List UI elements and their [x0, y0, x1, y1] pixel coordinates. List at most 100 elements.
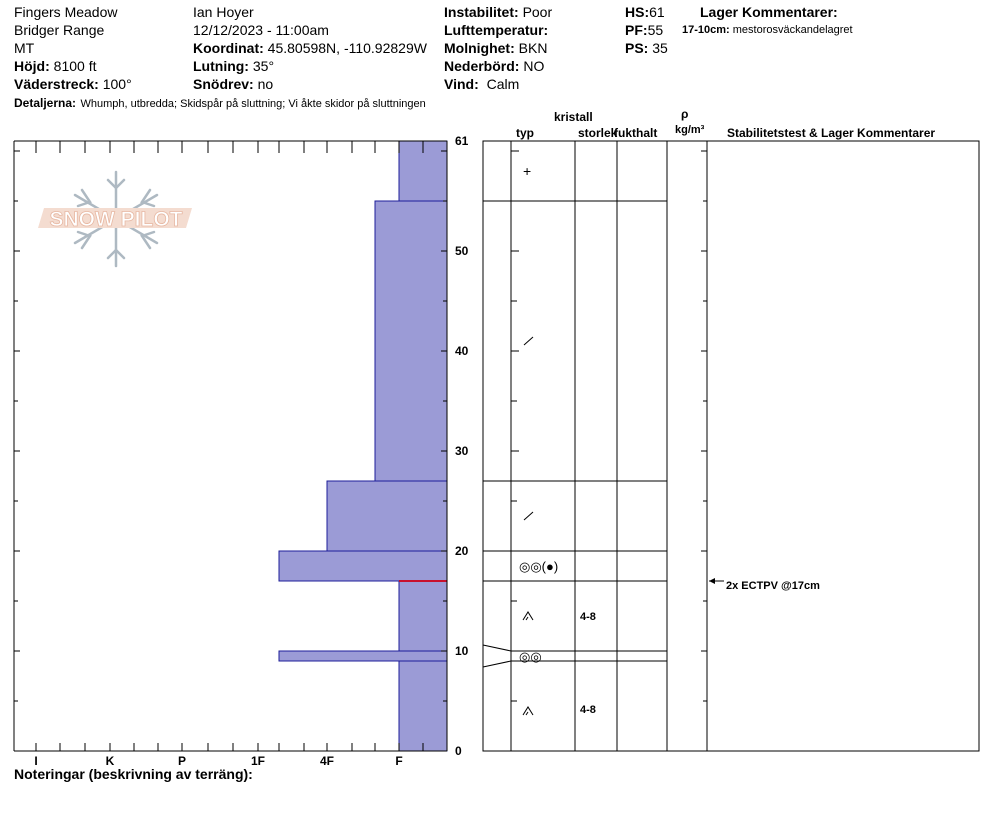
layer-grid: [482, 140, 980, 752]
observer-name: Ian Hoyer: [193, 4, 254, 20]
wind-loading-value: no: [257, 76, 274, 92]
coordinate-row: Koordinat: 45.80598N, -110.92829W: [193, 40, 427, 57]
pf-label: PF:: [625, 22, 648, 38]
decomposing-fragment-symbol: [523, 511, 534, 521]
decomposing-fragment-symbol: [523, 336, 534, 346]
aspect-row: Väderstreck: 100°: [14, 76, 132, 93]
hardness-tick-label: F: [395, 754, 402, 768]
pf-row: PF:55: [625, 22, 663, 39]
column-header-kristall: kristall: [554, 110, 593, 124]
observation-datetime: 12/12/2023 - 11:00am: [193, 22, 329, 38]
hardness-tick-label: 1F: [251, 754, 265, 768]
location-name: Fingers Meadow: [14, 4, 118, 20]
layer-comment-depth: 17-10cm:: [682, 24, 730, 36]
airtemp-row: Lufttemperatur:: [444, 22, 548, 39]
stability-test-label: 2x ECTPV @17cm: [726, 580, 820, 592]
hardness-bar: [278, 650, 448, 662]
sky-value: BKN: [518, 40, 548, 56]
elevation-row: Höjd: 8100 ft: [14, 58, 96, 75]
coordinate-value: 45.80598N, -110.92829W: [267, 40, 427, 56]
pf-value: 55: [647, 22, 664, 38]
ps-label: PS:: [625, 40, 649, 56]
sky-label: Molnighet:: [444, 40, 515, 56]
depth-tick-label: 0: [455, 744, 462, 758]
aspect-label: Väderstreck:: [14, 76, 99, 92]
wind-label: Vind:: [444, 76, 479, 92]
hardness-tick-label: K: [106, 754, 115, 768]
instability-value: Poor: [522, 4, 553, 20]
instability-label: Instabilitet:: [444, 4, 519, 20]
depth-axis: 0 10 20 30 40 50 61: [14, 134, 707, 758]
faceted-crystal-symbol: [522, 706, 534, 716]
melt-freeze-crust-symbol: ◎◎: [519, 649, 542, 664]
terrain-notes-label: Noteringar (beskrivning av terräng):: [14, 766, 253, 782]
logo-banner: [38, 208, 192, 228]
depth-tick-label: 40: [455, 344, 469, 358]
layer-boundary-connector: [482, 660, 512, 668]
snowpilot-logo: SNOW PILOT: [38, 170, 192, 268]
slope-value: 35°: [252, 58, 275, 74]
wind-row: Vind: Calm: [444, 76, 519, 93]
depth-tick-label: 50: [455, 244, 469, 258]
column-header-stability: Stabilitetstest & Lager Kommentarer: [727, 126, 936, 140]
ps-value: 35: [652, 40, 668, 56]
column-header-storlek: storlek: [578, 126, 618, 140]
hardness-tick-label: P: [178, 754, 186, 768]
layer-comment-row: 17-10cm: mestorosväckandelagret: [682, 24, 853, 37]
wind-loading-row: Snödrev: no: [193, 76, 273, 93]
grain-size-label: 4-8: [580, 611, 596, 623]
hs-row: HS:61: [625, 4, 665, 21]
coordinate-label: Koordinat:: [193, 40, 264, 56]
faceted-crystal-symbol: [522, 611, 534, 621]
column-header-typ: typ: [516, 126, 534, 140]
details-label: Detaljerna:: [14, 96, 77, 110]
airtemp-label: Lufttemperatur:: [444, 22, 549, 38]
hardness-x-axis: I K P 1F 4F F: [34, 754, 402, 768]
aspect-value: 100°: [102, 76, 132, 92]
hardness-bar: [374, 200, 448, 482]
hs-label: HS:: [625, 4, 650, 20]
slope-row: Lutning: 35°: [193, 58, 274, 75]
layer-boundary-connector: [482, 644, 512, 652]
depth-tick-label: 30: [455, 444, 469, 458]
precip-row: Nederbörd: NO: [444, 58, 544, 75]
depth-tick-label: 20: [455, 544, 469, 558]
hardness-frame: [13, 140, 448, 752]
grain-size-label: 4-8: [580, 704, 596, 716]
instability-row: Instabilitet: Poor: [444, 4, 552, 21]
sky-row: Molnighet: BKN: [444, 40, 547, 57]
column-header-fukthalt: fukthalt: [614, 126, 658, 140]
layer-comments-title: Lager Kommentarer:: [700, 4, 838, 20]
logo-text: SNOW PILOT: [50, 208, 183, 231]
depth-tick-label: 10: [455, 644, 469, 658]
wind-loading-label: Snödrev:: [193, 76, 254, 92]
column-header-density-unit: kg/m³: [675, 124, 705, 136]
layer-comment-text: mestorosväckandelagret: [732, 24, 853, 36]
hs-value: 61: [649, 4, 665, 20]
slope-label: Lutning:: [193, 58, 249, 74]
column-header-rho: ρ: [681, 107, 689, 121]
precip-particle-symbol: +: [523, 163, 531, 179]
layer-symbols: + ◎◎(●) ◎◎: [519, 163, 558, 716]
precip-label: Nederbörd:: [444, 58, 520, 74]
hardness-tick-label: 4F: [320, 754, 334, 768]
elevation-value: 8100 ft: [53, 58, 97, 74]
elevation-label: Höjd:: [14, 58, 50, 74]
state-name: MT: [14, 40, 35, 56]
hardness-bar: [278, 550, 448, 582]
details-row: Detaljerna: Whumph, utbredda; Skidspår p…: [14, 94, 426, 112]
arrow-head-icon: [709, 578, 715, 584]
precip-value: NO: [523, 58, 545, 74]
hardness-bar: [326, 480, 448, 552]
details-value: Whumph, utbredda; Skidspår på sluttning;…: [80, 98, 426, 110]
ps-row: PS: 35: [625, 40, 668, 57]
hardness-bars: [278, 140, 448, 752]
hardness-bar: [398, 660, 448, 752]
crystal-table-frame: [482, 140, 980, 752]
depth-tick-label: 61: [455, 134, 469, 148]
range-name: Bridger Range: [14, 22, 105, 38]
hardness-bar: [398, 580, 448, 652]
wind-value: Calm: [486, 76, 520, 92]
melt-freeze-crust-symbol: ◎◎(●): [519, 559, 558, 574]
